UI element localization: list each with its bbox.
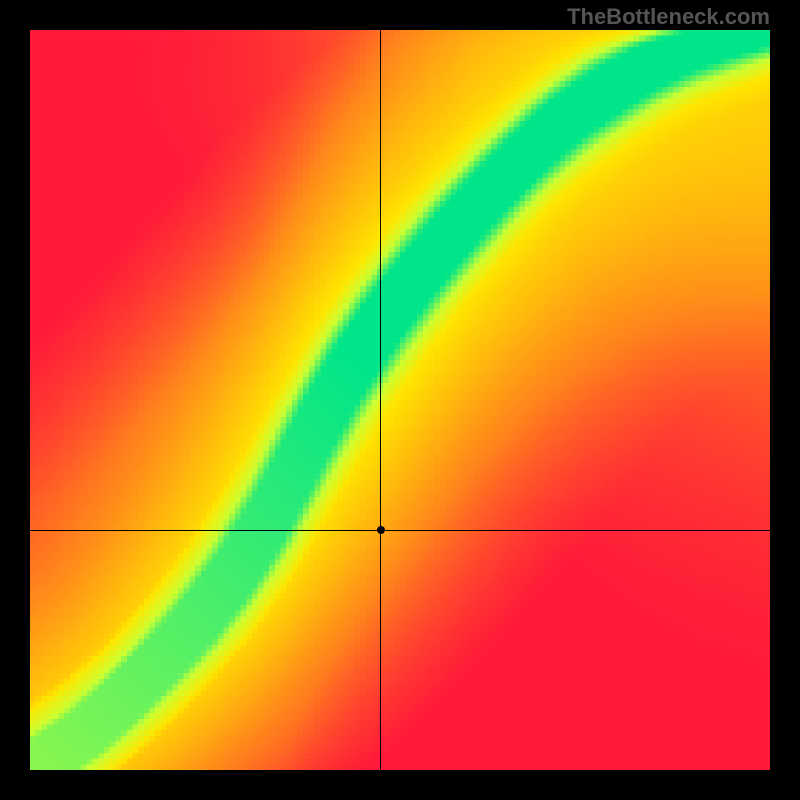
crosshair-vertical <box>380 30 381 770</box>
crosshair-horizontal <box>30 530 770 531</box>
attribution-text: TheBottleneck.com <box>567 4 770 30</box>
crosshair-marker <box>377 526 385 534</box>
bottleneck-heatmap <box>30 30 770 770</box>
chart-container: TheBottleneck.com <box>0 0 800 800</box>
